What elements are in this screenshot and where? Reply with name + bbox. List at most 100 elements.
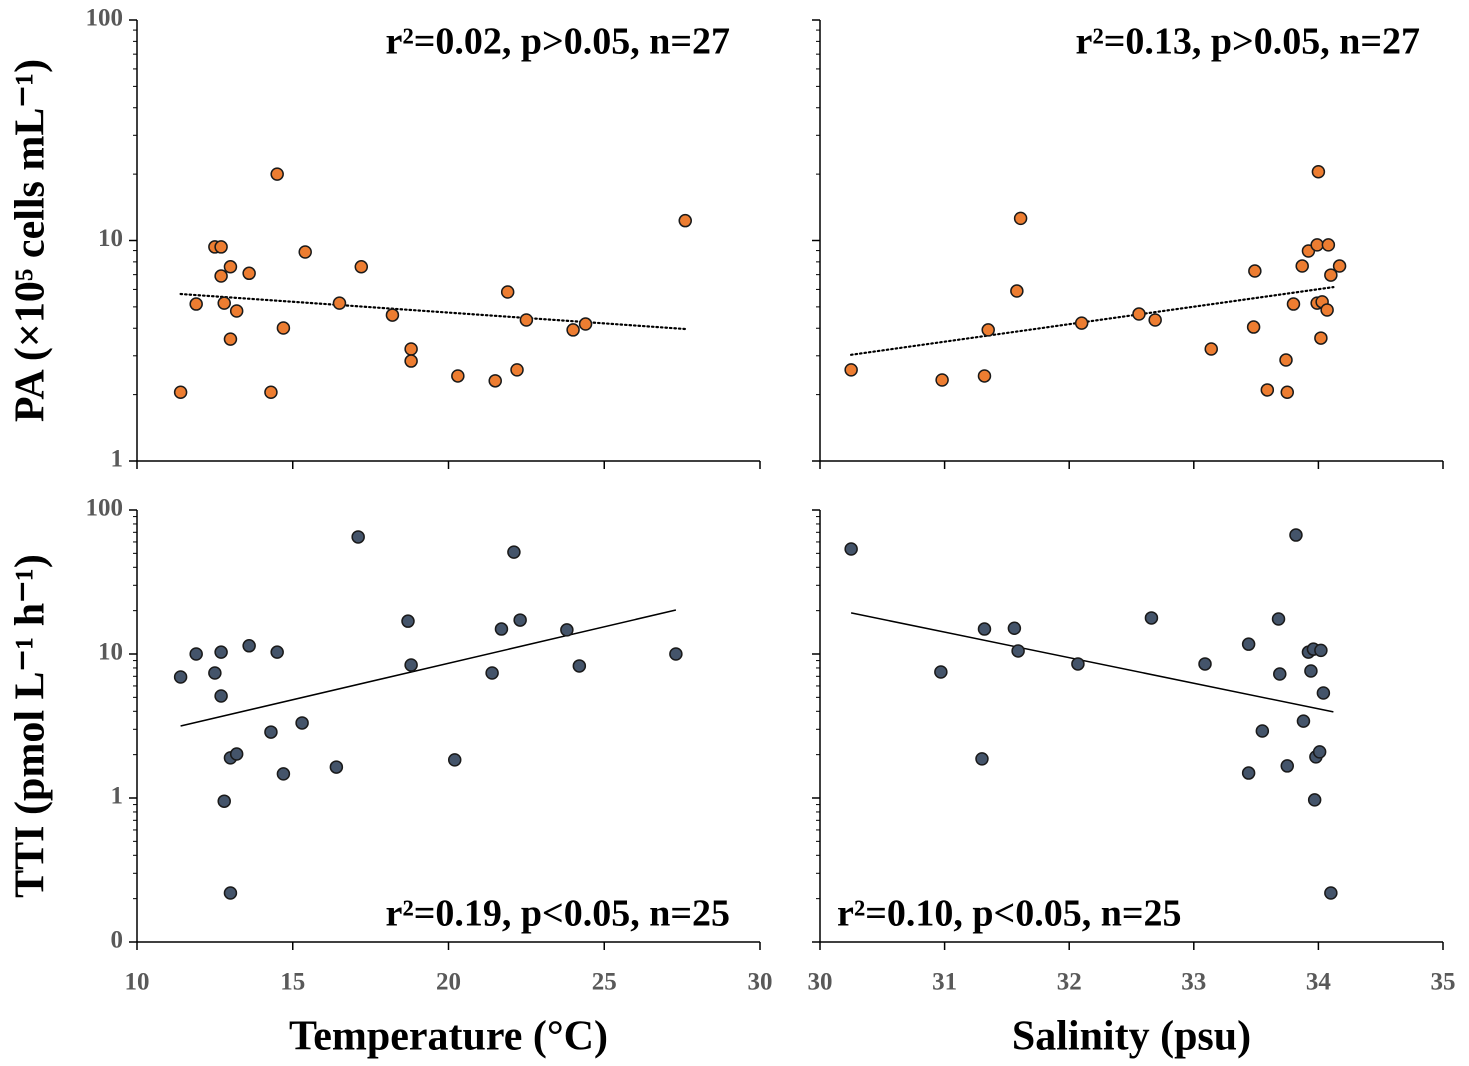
- data-point: [173, 385, 188, 400]
- data-point: [1312, 745, 1327, 759]
- data-point: [1071, 657, 1085, 671]
- data-point: [1271, 612, 1286, 626]
- data-point: [507, 545, 521, 559]
- data-point: [510, 363, 524, 377]
- data-point: [566, 323, 580, 337]
- data-point: [669, 647, 683, 661]
- data-point: [977, 369, 992, 383]
- data-point: [401, 614, 415, 628]
- x-tick-label: 33: [1181, 969, 1206, 996]
- data-point: [981, 323, 995, 337]
- data-point: [1320, 303, 1334, 317]
- data-point: [270, 645, 284, 659]
- data-point: [173, 670, 188, 684]
- data-point: [1289, 528, 1303, 542]
- trendline: [179, 292, 687, 331]
- data-point: [1198, 657, 1212, 671]
- data-point: [1241, 766, 1256, 780]
- data-point: [494, 622, 509, 636]
- data-point: [298, 245, 312, 259]
- data-point: [229, 747, 244, 761]
- stats-annotation: r²=0.10, p<0.05, n=25: [837, 893, 1182, 935]
- data-point: [329, 760, 344, 774]
- data-point: [1241, 637, 1256, 651]
- data-point: [1296, 714, 1311, 728]
- data-point: [1011, 644, 1025, 658]
- data-point: [404, 658, 418, 672]
- data-point: [223, 260, 238, 274]
- data-point: [404, 354, 418, 368]
- x-tick-label: 30: [808, 969, 833, 996]
- data-point: [519, 313, 534, 327]
- x-axis-label: Salinity (psu): [1012, 1014, 1251, 1060]
- data-point: [1273, 667, 1287, 681]
- data-point: [485, 666, 499, 680]
- data-point: [844, 542, 858, 556]
- data-point: [270, 167, 284, 181]
- data-point: [1310, 238, 1324, 252]
- stats-annotation: r²=0.13, p>0.05, n=27: [1076, 21, 1421, 63]
- y-tick-label: 1: [111, 446, 124, 473]
- data-point: [217, 794, 231, 808]
- data-point: [488, 374, 502, 388]
- data-point: [295, 716, 309, 730]
- y-axis-label: TTI (pmol L⁻¹ h⁻¹): [8, 554, 54, 898]
- data-point: [189, 647, 203, 661]
- data-point: [354, 260, 369, 274]
- data-point: [1314, 643, 1328, 658]
- trendline: [850, 612, 1334, 713]
- data-point: [1148, 313, 1162, 327]
- data-point: [242, 639, 256, 653]
- data-point: [1324, 886, 1338, 900]
- x-tick-label: 35: [1431, 969, 1456, 996]
- y-axis-label: PA (×10⁵ cells mL⁻¹): [8, 59, 54, 422]
- data-point: [578, 317, 593, 331]
- data-point: [214, 269, 228, 283]
- x-tick-label: 34: [1306, 969, 1332, 996]
- x-tick-label: 30: [748, 969, 773, 996]
- data-point: [1279, 353, 1293, 367]
- data-point: [1280, 759, 1294, 773]
- data-point: [404, 342, 418, 356]
- data-point: [934, 665, 948, 679]
- x-tick-label: 25: [592, 969, 617, 996]
- trendline: [180, 609, 677, 727]
- data-point: [844, 363, 858, 377]
- data-point: [214, 689, 228, 703]
- x-tick-label: 10: [125, 969, 150, 996]
- data-point: [513, 613, 527, 627]
- x-tick-label: 15: [280, 969, 305, 996]
- x-tick-label: 31: [932, 969, 957, 996]
- data-point: [229, 304, 244, 318]
- data-point: [189, 297, 203, 311]
- data-point: [500, 285, 515, 299]
- data-point: [1246, 320, 1261, 334]
- data-point: [1255, 724, 1270, 738]
- data-point: [1144, 611, 1159, 625]
- data-point: [217, 296, 231, 310]
- data-point: [935, 373, 949, 387]
- data-point: [1010, 284, 1024, 298]
- data-point: [1295, 259, 1309, 273]
- y-tick-label: 10: [98, 639, 123, 666]
- data-point: [1321, 238, 1336, 252]
- data-point: [351, 530, 365, 544]
- data-point: [447, 753, 462, 767]
- y-tick-label: 100: [86, 495, 124, 522]
- data-point: [572, 659, 587, 673]
- data-point: [1332, 259, 1347, 273]
- y-tick-label: 10: [98, 225, 123, 252]
- data-point: [1204, 342, 1218, 356]
- y-tick-label: 100: [86, 5, 124, 32]
- data-point: [1316, 686, 1331, 700]
- data-point: [1013, 211, 1028, 226]
- trendline: [850, 286, 1335, 356]
- data-point: [1280, 385, 1294, 400]
- data-point: [1324, 268, 1338, 282]
- x-tick-label: 20: [436, 969, 461, 996]
- data-point: [1074, 316, 1089, 330]
- data-point: [1311, 165, 1326, 179]
- data-point: [332, 296, 347, 310]
- data-point: [214, 240, 228, 254]
